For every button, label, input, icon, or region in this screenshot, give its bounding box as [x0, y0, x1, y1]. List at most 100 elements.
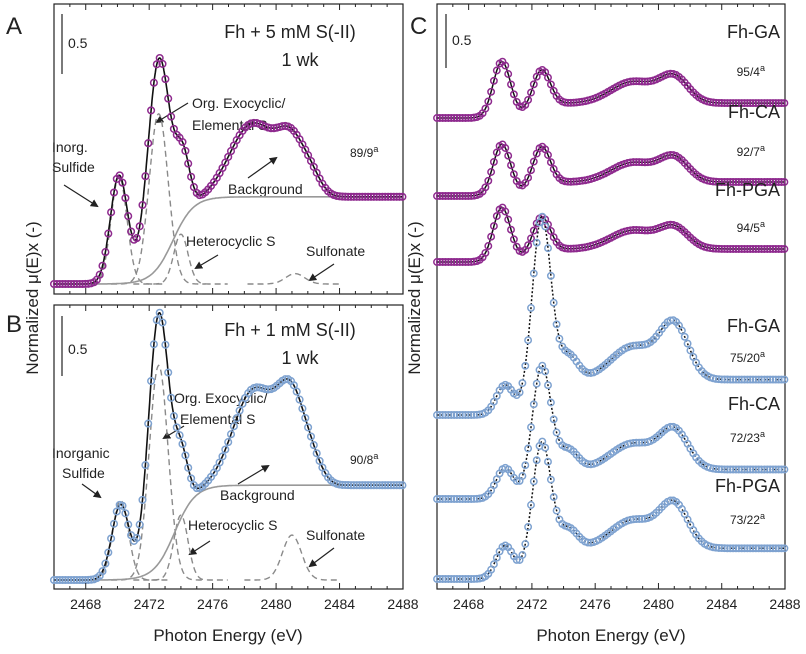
panel-b-data-point — [75, 575, 84, 585]
panel-a-data-point — [395, 192, 404, 201]
panel-c-data-point — [527, 88, 535, 97]
panel-b-data-point — [292, 387, 301, 396]
panel-c-data-point — [515, 388, 524, 397]
panel-b-annotation-sulfonate: Sulfonate — [306, 527, 365, 543]
panel-a-data-point — [375, 192, 384, 201]
x-tick-label: 2484 — [706, 596, 737, 612]
panel-b-data-point — [98, 567, 107, 576]
panel-c-data-point — [777, 178, 786, 186]
panel-b-annotation-exocyclic-2: Elemental S — [180, 411, 255, 427]
panel-a-data-point — [369, 192, 378, 201]
panel-c-data-point — [541, 222, 550, 231]
panel-c-data-point — [527, 423, 535, 432]
panel-c-series-ratio: 73/22a — [730, 511, 765, 527]
panel-c-data-point — [640, 77, 649, 86]
panel-a-data-point — [75, 279, 84, 289]
panel-b-data-point — [101, 559, 110, 568]
panel-b-data-point — [112, 507, 121, 516]
panel-c-data-point — [527, 303, 535, 312]
panel-c-data-point — [541, 443, 550, 452]
panel-b-data-point — [398, 481, 407, 490]
x-tick-label: 2476 — [580, 596, 611, 612]
panel-c-data-point — [504, 151, 513, 160]
panel-c-data-point — [780, 178, 789, 186]
panel-c-data-point — [524, 95, 533, 104]
panel-b-data-point — [121, 509, 130, 518]
panel-b-title-line2: 1 wk — [281, 348, 319, 368]
panel-c-data-point — [529, 269, 538, 278]
panel-a-data-point — [52, 279, 61, 289]
panel-c-data-point — [529, 477, 538, 486]
x-tick-label: 2488 — [769, 596, 800, 612]
panel-a-data-point — [338, 192, 347, 201]
panel-b-data-point — [149, 340, 158, 349]
x-tick-label: 2480 — [643, 596, 674, 612]
panel-c-data-point — [640, 158, 649, 167]
panel-c-data-point — [504, 70, 513, 78]
panel-b-annotation-inorg-sulfide-1: Inorganic — [52, 445, 110, 461]
panel-c-letter: C — [410, 13, 427, 40]
panel-c-data-point — [481, 104, 490, 113]
panel-a-data-point — [355, 192, 364, 201]
panel-b-data-point — [221, 445, 230, 454]
panel-c-data-point — [489, 481, 498, 490]
panel-c-fit-line-3 — [437, 215, 785, 416]
panel-c-data-point — [492, 148, 501, 157]
panel-c-series-label: Fh-PGA — [715, 476, 780, 496]
panel-a-data-point — [121, 193, 130, 203]
panel-c-data-point — [527, 166, 535, 175]
panel-a-data-point — [118, 178, 127, 187]
panel-b-data-point — [341, 480, 350, 490]
panel-c-data-point — [680, 332, 689, 341]
panel-a-data-point — [115, 171, 124, 180]
x-axis-title-left: Photon Energy (eV) — [153, 626, 302, 645]
panel-a-data-point — [55, 279, 64, 289]
panel-b-plot — [49, 308, 407, 585]
panel-c-data-point — [532, 238, 541, 247]
panel-c-data-point — [489, 157, 498, 166]
panel-c-data-point — [518, 551, 527, 559]
panel-b-data-point — [164, 368, 173, 377]
panel-c-data-point — [544, 457, 552, 466]
panel-a-data-point — [361, 192, 370, 201]
panel-c-data-point — [507, 161, 515, 170]
panel-c-data-point — [521, 461, 530, 470]
panel-c-data-point — [481, 248, 490, 257]
panel-b-data-point — [378, 481, 387, 490]
panel-c-data-point — [544, 244, 552, 253]
panel-c-data-point — [777, 375, 786, 384]
panel-c-data-point — [481, 183, 490, 192]
panel-b-data-point — [252, 383, 261, 392]
panel-c-data-point — [492, 212, 501, 221]
panel-b-data-point — [78, 575, 87, 585]
panel-b-data-point — [312, 449, 321, 458]
panel-c-data-point — [683, 339, 692, 348]
panel-a-data-point — [109, 188, 119, 197]
panel-c-data-point — [484, 176, 493, 185]
panel-c-series-label: Fh-CA — [728, 102, 780, 122]
panel-c-data-point — [777, 465, 786, 474]
panel-c-data-point — [686, 346, 695, 355]
panel-b-data-point — [147, 376, 156, 386]
panel-b-data-point — [184, 463, 193, 472]
panel-b-data-point — [64, 575, 73, 585]
panel-c-data-point — [780, 375, 789, 384]
panel-b-data-point — [169, 412, 178, 421]
y-axis-title-right: Normalized μ(E)x (-) — [405, 221, 424, 374]
panel-b-data-point — [375, 481, 384, 490]
panel-c-data-point — [546, 271, 555, 280]
panel-c-data-point — [524, 241, 533, 250]
panel-c-data-point — [507, 225, 515, 234]
panel-c-data-point — [492, 553, 501, 562]
panel-a-data-point — [187, 172, 196, 181]
panel-a-data-point — [72, 279, 81, 289]
panel-b-data-point — [138, 495, 147, 504]
panel-b-data-point — [178, 439, 187, 449]
panel-c-data-point — [546, 475, 555, 484]
panel-b-data-point — [141, 461, 150, 470]
panel-b-arrow-inorg — [81, 483, 102, 499]
panel-a-title-line2: 1 wk — [281, 50, 319, 70]
panel-c-series-ratio: 92/7a — [737, 143, 765, 159]
panel-a-arrow-inorg — [63, 184, 99, 208]
panel-c-data-point — [518, 472, 527, 480]
